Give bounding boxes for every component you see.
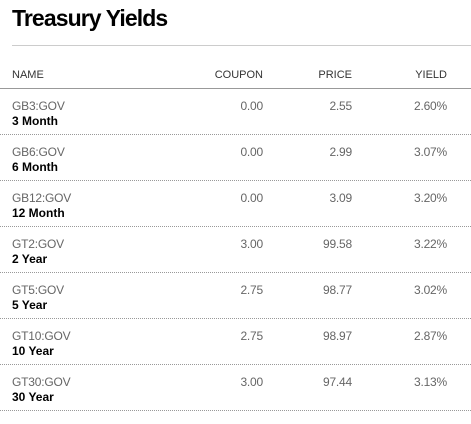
term-label: 5 Year — [12, 298, 48, 312]
ticker-link[interactable]: GT5:GOV — [12, 283, 64, 297]
ticker-link[interactable]: GT2:GOV — [12, 237, 64, 251]
table-row[interactable]: GB12:GOV 12 Month 0.00 3.09 3.20% — [0, 181, 471, 227]
column-header-yield[interactable]: YIELD — [415, 69, 447, 81]
title-divider — [12, 45, 471, 46]
yield-value: 3.22% — [413, 237, 447, 251]
price-value: 98.77 — [322, 283, 352, 297]
coupon-value: 2.75 — [240, 329, 263, 343]
ticker-link[interactable]: GT10:GOV — [12, 329, 71, 343]
coupon-value: 0.00 — [240, 99, 263, 113]
column-header-price[interactable]: PRICE — [318, 69, 352, 81]
yield-value: 3.20% — [413, 191, 447, 205]
term-label: 3 Month — [12, 114, 58, 128]
ticker-link[interactable]: GB3:GOV — [12, 99, 65, 113]
yields-table-body: GB3:GOV 3 Month 0.00 2.55 2.60% GB6:GOV … — [0, 89, 471, 411]
page-title: Treasury Yields — [12, 5, 168, 31]
ticker-link[interactable]: GB6:GOV — [12, 145, 65, 159]
term-label: 12 Month — [12, 206, 65, 220]
yield-value: 2.87% — [413, 329, 447, 343]
price-value: 3.09 — [329, 191, 352, 205]
term-label: 2 Year — [12, 252, 48, 266]
yield-value: 2.60% — [413, 99, 447, 113]
table-header: NAME COUPON PRICE YIELD — [0, 60, 471, 89]
table-row[interactable]: GB6:GOV 6 Month 0.00 2.99 3.07% — [0, 135, 471, 181]
table-row[interactable]: GB3:GOV 3 Month 0.00 2.55 2.60% — [0, 89, 471, 135]
table-row[interactable]: GT5:GOV 5 Year 2.75 98.77 3.02% — [0, 273, 471, 319]
column-header-name[interactable]: NAME — [12, 69, 44, 81]
yield-value: 3.02% — [413, 283, 447, 297]
table-row[interactable]: GT30:GOV 30 Year 3.00 97.44 3.13% — [0, 365, 471, 411]
table-row[interactable]: GT2:GOV 2 Year 3.00 99.58 3.22% — [0, 227, 471, 273]
coupon-value: 3.00 — [240, 237, 263, 251]
price-value: 2.55 — [329, 99, 352, 113]
table-row[interactable]: GT10:GOV 10 Year 2.75 98.97 2.87% — [0, 319, 471, 365]
term-label: 10 Year — [12, 344, 54, 358]
coupon-value: 0.00 — [240, 191, 263, 205]
coupon-value: 0.00 — [240, 145, 263, 159]
column-header-coupon[interactable]: COUPON — [214, 69, 263, 81]
term-label: 30 Year — [12, 390, 54, 404]
coupon-value: 3.00 — [240, 375, 263, 389]
price-value: 99.58 — [322, 237, 352, 251]
term-label: 6 Month — [12, 160, 58, 174]
ticker-link[interactable]: GT30:GOV — [12, 375, 71, 389]
yield-value: 3.07% — [413, 145, 447, 159]
ticker-link[interactable]: GB12:GOV — [12, 191, 72, 205]
yield-value: 3.13% — [413, 375, 447, 389]
price-value: 98.97 — [322, 329, 352, 343]
coupon-value: 2.75 — [240, 283, 263, 297]
price-value: 97.44 — [322, 375, 352, 389]
price-value: 2.99 — [329, 145, 352, 159]
